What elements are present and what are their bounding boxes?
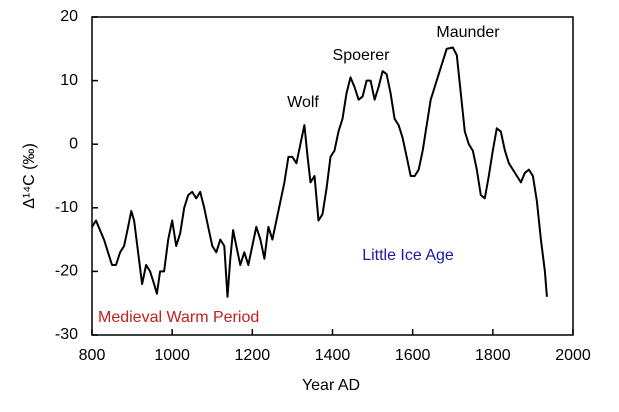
annotation: Medieval Warm Period: [98, 309, 259, 326]
x-tick-label: 800: [79, 347, 106, 364]
plot-frame: [91, 16, 574, 336]
y-tick-label: -30: [55, 326, 78, 343]
annotation: Wolf: [287, 94, 319, 111]
y-tick-label: -10: [55, 199, 78, 216]
x-tick-label: 2000: [555, 347, 591, 364]
y-axis-label: Δ¹⁴C (‰): [21, 143, 38, 209]
annotation: Maunder: [436, 24, 500, 41]
annotation: Spoerer: [333, 47, 391, 64]
y-tick-label: 10: [60, 72, 78, 89]
x-tick-label: 1000: [154, 347, 190, 364]
x-tick-label: 1800: [475, 347, 511, 364]
annotation: Little Ice Age: [362, 247, 454, 264]
x-tick-label: 1200: [235, 347, 271, 364]
y-tick-label: 20: [60, 8, 78, 25]
y-tick-label: -20: [55, 263, 78, 280]
x-tick-label: 1400: [315, 347, 351, 364]
data-line: [91, 46, 548, 298]
y-tick-label: 0: [69, 135, 78, 152]
x-tick-label: 1600: [395, 347, 431, 364]
x-axis-label: Year AD: [302, 377, 360, 394]
